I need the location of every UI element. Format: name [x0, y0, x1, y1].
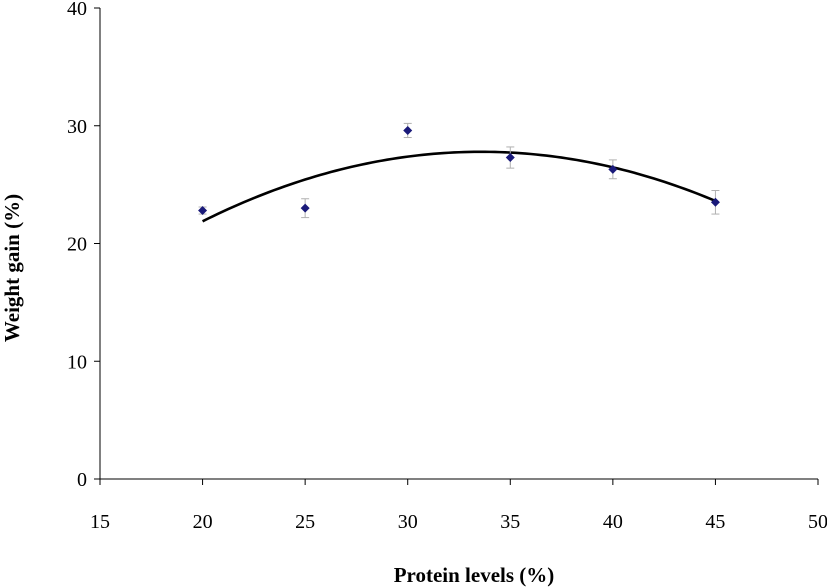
trendline-layer — [201, 150, 716, 223]
x-axis-ticks: 15 20 25 30 35 40 45 50 — [90, 479, 827, 533]
data-points — [198, 125, 720, 216]
y-tick-label: 30 — [67, 116, 87, 138]
y-tick-label: 0 — [77, 469, 87, 491]
y-axis-title: Weight gain (%) — [0, 194, 24, 342]
data-point — [198, 206, 208, 216]
y-tick-label: 10 — [67, 351, 87, 373]
y-tick-label: 40 — [67, 0, 87, 20]
trendline-curve — [201, 150, 716, 223]
x-tick-label: 25 — [295, 511, 315, 533]
data-point — [710, 197, 720, 207]
x-tick-label: 45 — [705, 511, 725, 533]
data-point — [300, 203, 310, 213]
axes — [99, 8, 818, 480]
error-bars — [198, 122, 720, 219]
x-tick-label: 15 — [90, 511, 110, 533]
data-point — [608, 164, 618, 174]
data-point — [403, 125, 413, 135]
y-tick-label: 20 — [67, 234, 87, 256]
y-axis-ticks: 0 10 20 30 40 — [67, 0, 100, 491]
x-tick-label: 35 — [500, 511, 520, 533]
x-tick-label: 50 — [808, 511, 827, 533]
x-tick-label: 20 — [193, 511, 213, 533]
data-point — [505, 153, 515, 163]
x-tick-label: 40 — [603, 511, 623, 533]
x-tick-label: 30 — [398, 511, 418, 533]
x-axis-title: Protein levels (%) — [394, 563, 555, 587]
